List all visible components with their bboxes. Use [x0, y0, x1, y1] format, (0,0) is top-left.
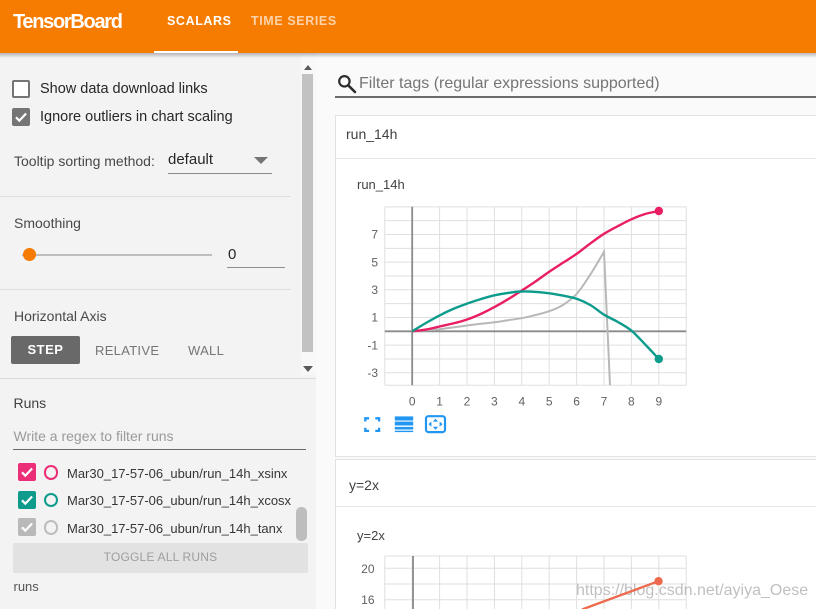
svg-text:3: 3 — [491, 395, 498, 409]
svg-text:5: 5 — [546, 395, 553, 409]
svg-text:20: 20 — [361, 562, 375, 576]
svg-text:-1: -1 — [367, 338, 378, 352]
svg-text:1: 1 — [436, 395, 443, 409]
svg-text:16: 16 — [361, 593, 375, 607]
svg-text:8: 8 — [628, 395, 635, 409]
svg-text:7: 7 — [601, 395, 608, 409]
svg-text:5: 5 — [371, 255, 378, 269]
svg-text:2: 2 — [464, 395, 471, 409]
svg-text:0: 0 — [409, 395, 416, 409]
svg-text:3: 3 — [371, 283, 378, 297]
svg-text:-3: -3 — [367, 366, 378, 380]
svg-text:9: 9 — [655, 395, 662, 409]
svg-text:1: 1 — [371, 311, 378, 325]
svg-text:6: 6 — [573, 395, 580, 409]
svg-text:7: 7 — [371, 228, 378, 242]
svg-text:https://blog.csdn.net/ayiya_Oe: https://blog.csdn.net/ayiya_Oese — [576, 582, 808, 599]
svg-text:4: 4 — [518, 395, 525, 409]
